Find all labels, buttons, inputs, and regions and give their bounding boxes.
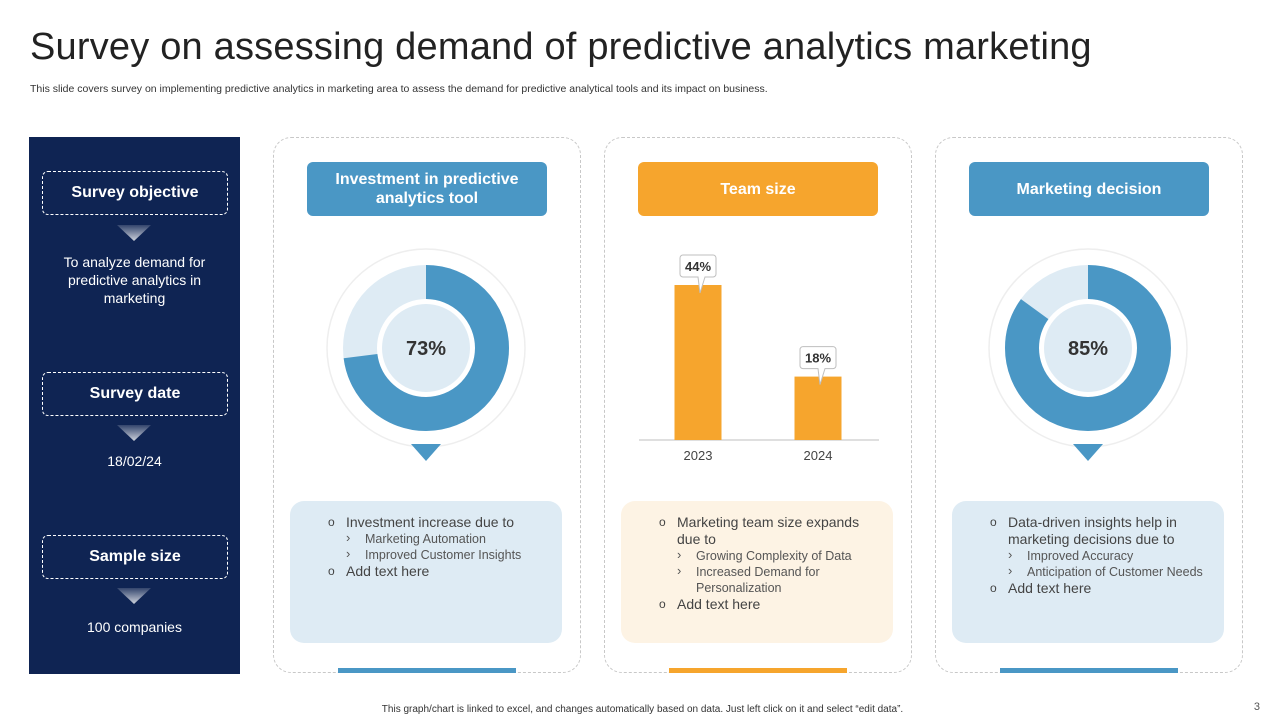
sample-size-label: Sample size bbox=[42, 535, 228, 579]
marketing-decision-card: Marketing decision 85% Data-driven insig… bbox=[935, 137, 1243, 673]
chevron-down-icon bbox=[117, 588, 151, 604]
team-size-card: Team size 44% 2023 18% 2024 Marketing team … bbox=[604, 137, 912, 673]
team-size-bar-chart: 44% 2023 18% 2024 bbox=[639, 254, 879, 463]
donut-svg: 85% bbox=[988, 248, 1188, 461]
x-tick-label: 2024 bbox=[804, 448, 833, 463]
donut-value-arc bbox=[1005, 265, 1171, 431]
survey-date-value: 18/02/24 bbox=[107, 453, 162, 469]
bullet-main: Data-driven insights help in marketing d… bbox=[990, 514, 1214, 548]
survey-objective-label: Survey objective bbox=[42, 171, 228, 215]
team-size-header: Team size bbox=[638, 162, 878, 216]
data-label-callout bbox=[679, 254, 717, 294]
donut-svg: 73% bbox=[326, 248, 526, 461]
page-subtitle: This slide covers survey on implementing… bbox=[30, 83, 768, 95]
footer-note: This graph/chart is linked to excel, and… bbox=[381, 704, 904, 715]
bullet-add-text: Add text here bbox=[328, 563, 552, 580]
investment-card: Investment in predictive analytics tool … bbox=[273, 137, 581, 673]
sub-bullet: Improved Customer Insights bbox=[328, 546, 552, 563]
marketing-decision-donut-chart: 85% bbox=[988, 248, 1188, 468]
bar-2023 bbox=[674, 285, 722, 440]
x-tick-label: 2023 bbox=[684, 448, 713, 463]
marketing-decision-header: Marketing decision bbox=[969, 162, 1209, 216]
survey-objective-text: To analyze demand for predictive analyti… bbox=[63, 254, 206, 306]
investment-header: Investment in predictive analytics tool bbox=[307, 162, 547, 216]
donut-value-arc bbox=[343, 265, 509, 431]
page-title: Survey on assessing demand of predictive… bbox=[30, 26, 1092, 68]
data-label-2023: 44% bbox=[685, 259, 711, 274]
page-number: 3 bbox=[1253, 701, 1260, 713]
sub-bullet: Growing Complexity of Data bbox=[659, 547, 883, 564]
bullet-add-text: Add text here bbox=[990, 580, 1214, 597]
bullet-main: Investment increase due to bbox=[328, 514, 552, 531]
sub-bullet: Marketing Automation bbox=[328, 530, 552, 547]
bullet-main: Marketing team size expands due to bbox=[659, 514, 883, 548]
sample-size-value: 100 companies bbox=[87, 619, 182, 635]
sub-bullet: Anticipation of Customer Needs bbox=[990, 563, 1214, 580]
donut-percent-label: 85% bbox=[1068, 338, 1108, 360]
card-accent-bar bbox=[669, 668, 847, 673]
bullet-add-text: Add text here bbox=[659, 596, 883, 613]
survey-info-sidebar: Survey objective To analyze demand for p… bbox=[29, 137, 240, 674]
chevron-down-icon bbox=[117, 225, 151, 241]
bar-2024 bbox=[794, 376, 842, 440]
marketing-decision-info-box: Data-driven insights help in marketing d… bbox=[952, 501, 1224, 643]
survey-date-label: Survey date bbox=[42, 372, 228, 416]
sub-bullet: Increased Demand for Personalization bbox=[659, 563, 883, 596]
investment-donut-chart: 73% bbox=[326, 248, 526, 468]
team-size-info-box: Marketing team size expands due to Growi… bbox=[621, 501, 893, 643]
data-label-callout bbox=[799, 346, 837, 385]
pointer-triangle bbox=[1073, 444, 1103, 461]
sub-bullet: Improved Accuracy bbox=[990, 547, 1214, 564]
investment-info-box: Investment increase due to Marketing Aut… bbox=[290, 501, 562, 643]
card-accent-bar bbox=[1000, 668, 1178, 673]
chevron-down-icon bbox=[117, 425, 151, 441]
card-accent-bar bbox=[338, 668, 516, 673]
data-label-2024: 18% bbox=[805, 351, 831, 366]
donut-percent-label: 73% bbox=[406, 338, 446, 360]
pointer-triangle bbox=[411, 444, 441, 461]
